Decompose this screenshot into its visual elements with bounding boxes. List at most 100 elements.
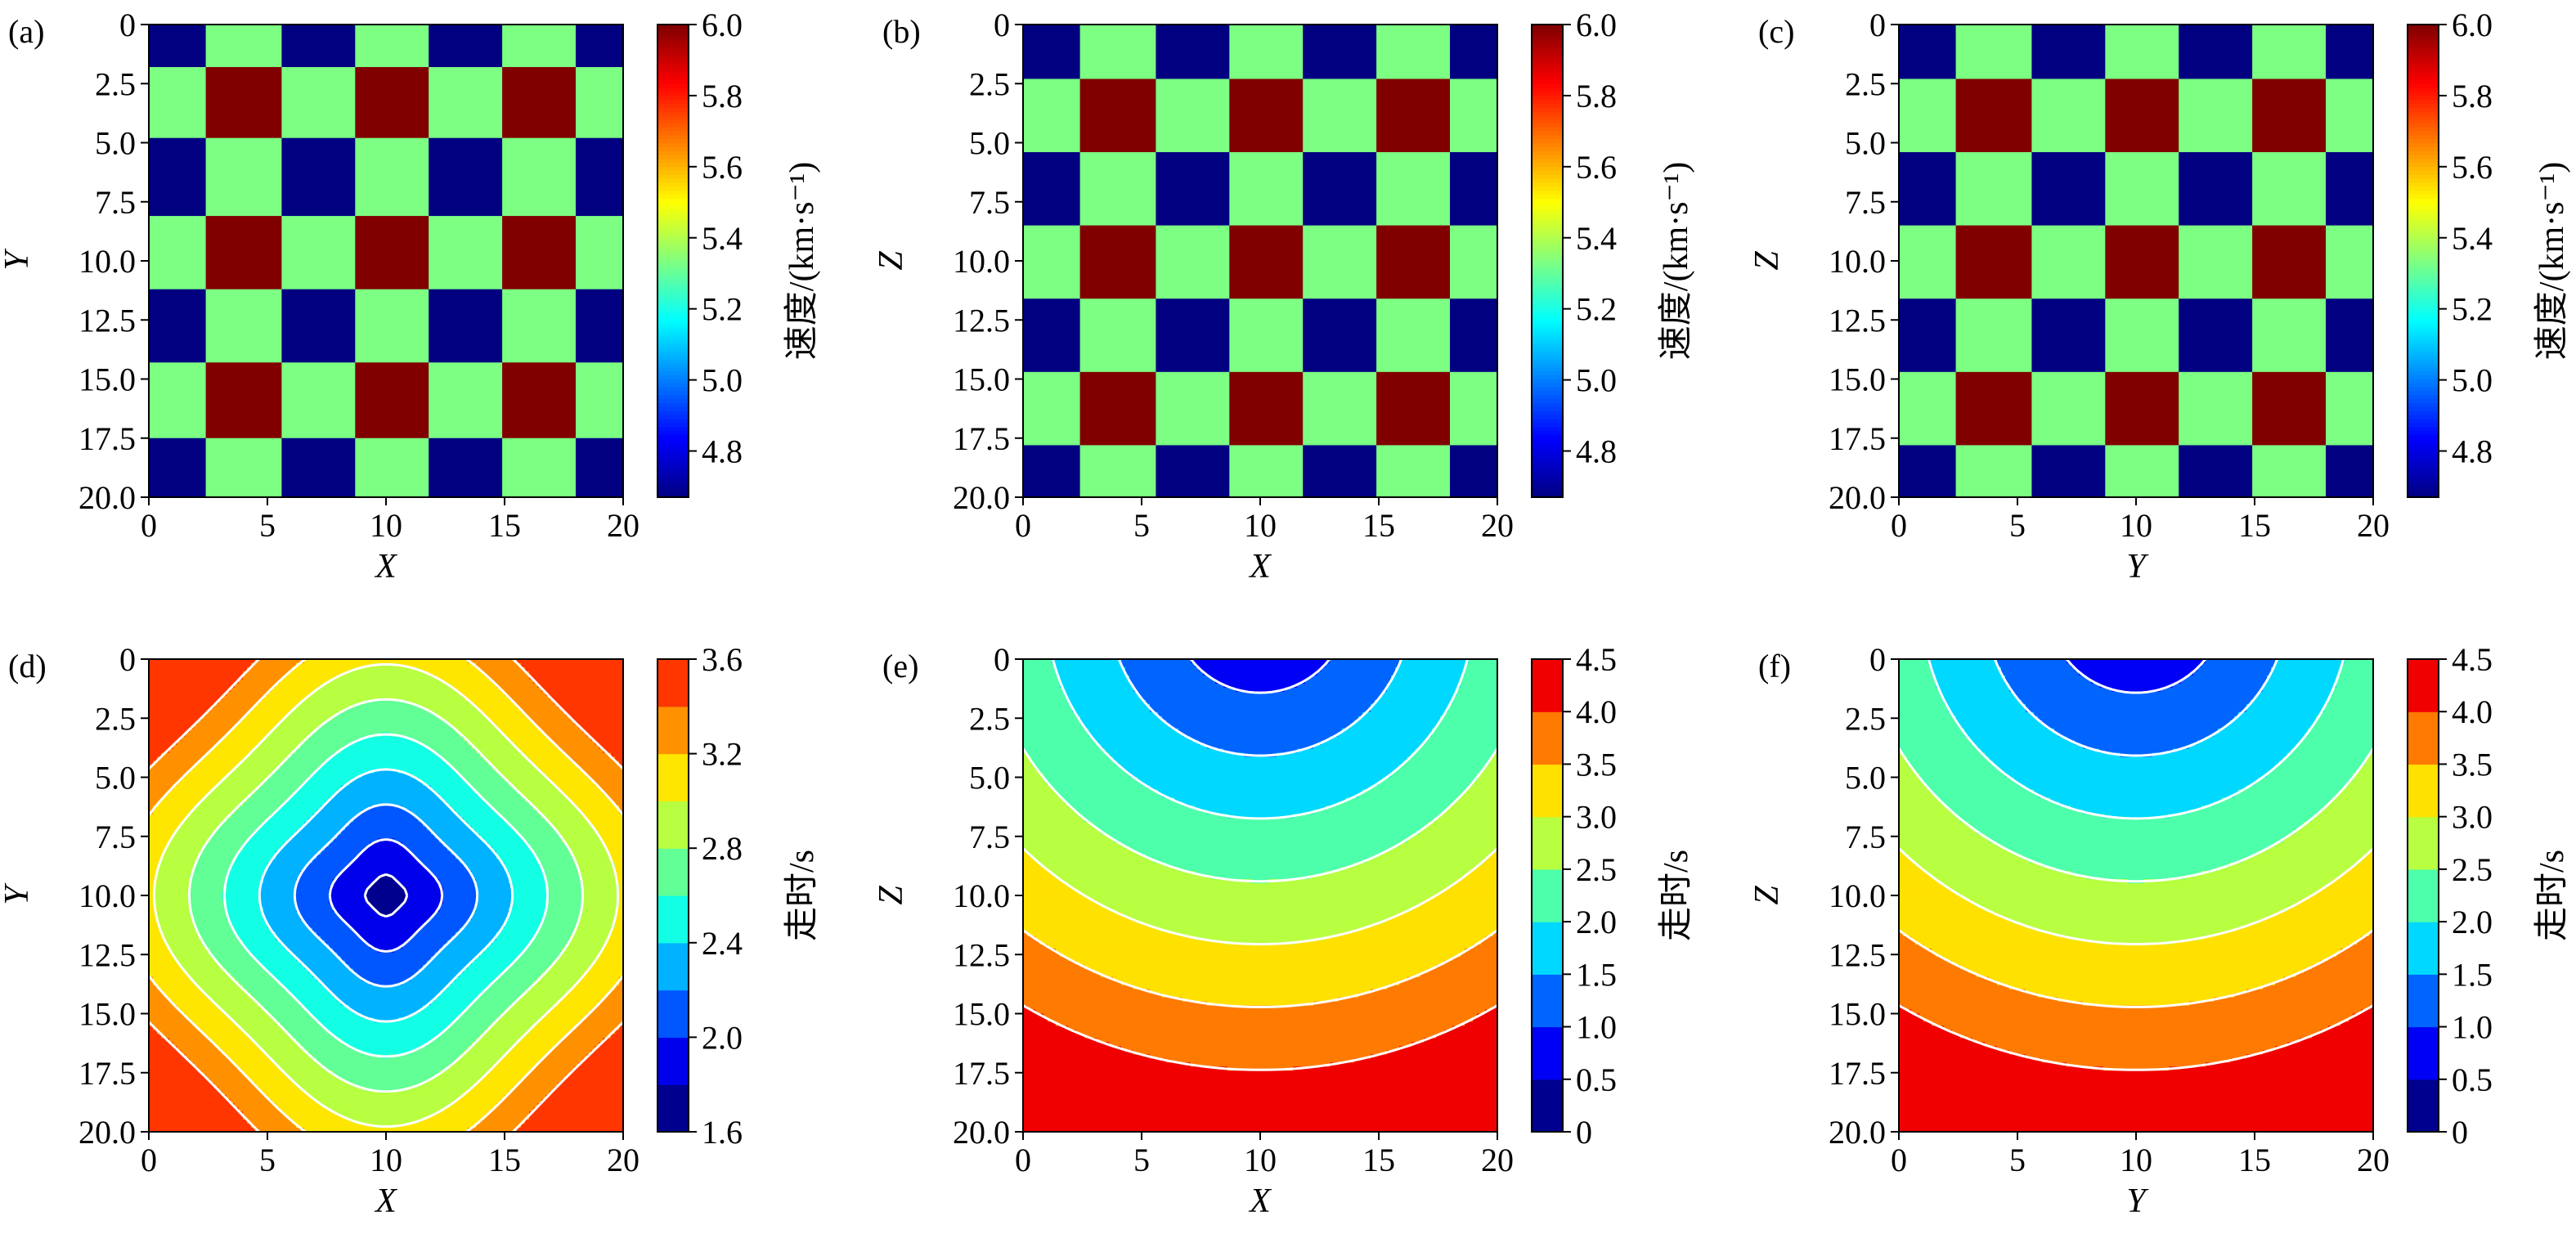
contour-fill-cell <box>177 1083 182 1088</box>
contour-fill-cell <box>210 680 215 684</box>
contour-fill-cell <box>182 1091 186 1096</box>
contour-fill-cell <box>194 729 199 734</box>
contour-fill-cell <box>214 725 219 729</box>
contour-fill-cell <box>161 969 166 974</box>
panel-b: 0 5 10 15 2002.55.07.510.012.515.017.520.0XZ… <box>873 7 1695 586</box>
contour-fill-cell <box>177 797 182 802</box>
contour-fill-cell <box>161 1017 166 1022</box>
contour-fill-cell <box>177 818 182 823</box>
contour-fill-cell <box>198 737 203 742</box>
contour-fill-cell <box>182 757 186 762</box>
contour-fill-cell <box>165 822 170 827</box>
contour-fill-cell <box>173 749 178 754</box>
colorbar-segment <box>657 339 689 343</box>
contour-fill-cell <box>194 793 199 798</box>
contour-fill-cell <box>214 920 219 925</box>
contour-fill-cell <box>173 708 178 713</box>
colorbar-segment <box>1532 343 1563 348</box>
contour-fill-cell <box>157 1062 162 1067</box>
contour-fill-cell <box>190 692 195 697</box>
contour-fill-cell <box>194 810 199 814</box>
panel-c: 0 5 10 15 2002.55.07.510.012.515.017.520.0YZ… <box>1748 7 2571 586</box>
contour-fill-cell <box>161 818 166 823</box>
contour-fill-cell <box>169 863 174 868</box>
contour-fill-cell <box>165 1002 170 1007</box>
contour-fill-cell <box>182 928 186 933</box>
colorbar-segment <box>657 300 689 304</box>
contour-fill-cell <box>210 916 215 921</box>
contour-fill-cell <box>210 1062 215 1067</box>
contour-fill-cell <box>165 1124 170 1129</box>
contour-fill-cell <box>202 1103 207 1108</box>
contour-fill-cell <box>206 989 211 994</box>
contour-fill-cell <box>157 936 162 941</box>
contour-fill-cell <box>173 765 178 770</box>
contour-fill-cell <box>153 1070 158 1075</box>
colorbar-segment <box>1532 159 1563 163</box>
contour-fill-cell <box>169 729 174 734</box>
contour-fill-cell <box>210 753 215 758</box>
contour-fill-cell <box>165 818 170 823</box>
colorbar-segment <box>657 304 689 308</box>
contour-fill-cell <box>173 1099 178 1104</box>
contour-fill-cell <box>157 696 162 701</box>
contour-fill-cell <box>206 940 211 945</box>
checker-cell <box>1376 372 1451 446</box>
contour-fill-cell <box>177 749 182 754</box>
contour-fill-cell <box>153 671 158 676</box>
contour-fill-cell <box>173 753 178 758</box>
contour-fill-cell <box>165 965 170 970</box>
contour-fill-cell <box>198 1034 203 1039</box>
checker-cell <box>1376 226 1451 299</box>
colorbar-segment <box>657 375 689 379</box>
y-axis-label: Z <box>873 251 910 271</box>
contour-fill-cell <box>165 708 170 713</box>
contour-fill-cell <box>161 1046 166 1051</box>
contour-fill-cell <box>198 778 203 783</box>
contour-fill-cell <box>157 1046 162 1051</box>
contour-fill-cell <box>198 675 203 680</box>
contour-fill-cell <box>169 757 174 762</box>
checker-cell <box>2252 79 2327 152</box>
contour-fill-cell <box>190 700 195 705</box>
y-tick-label: 7.5 <box>1845 184 1886 221</box>
contour-fill-cell <box>214 953 219 958</box>
contour-fill-cell <box>206 729 211 734</box>
colorbar-segment <box>657 293 689 297</box>
contour-fill-cell <box>194 1124 199 1129</box>
colorbar-segment <box>2408 304 2439 308</box>
contour-fill-cell <box>206 973 211 978</box>
contour-fill-cell <box>202 720 207 725</box>
colorbar-segment <box>2408 293 2439 297</box>
contour-fill-cell <box>173 1030 178 1034</box>
colorbar-segment <box>657 213 689 218</box>
checker-cell <box>1229 226 1304 299</box>
contour-fill-cell <box>186 797 191 802</box>
checker-cell <box>1080 25 1156 79</box>
contour-fill-cell <box>173 985 178 990</box>
contour-fill-cell <box>153 770 158 774</box>
contour-fill-cell <box>190 797 195 802</box>
contour-fill-cell <box>202 891 207 896</box>
contour-fill-cell <box>190 1066 195 1071</box>
colorbar-segment <box>2408 166 2439 170</box>
contour-fill-cell <box>177 680 182 684</box>
contour-fill-cell <box>190 1006 195 1011</box>
contour-fill-cell <box>173 1010 178 1015</box>
colorbar-segment <box>657 209 689 213</box>
checker-cell <box>1080 152 1156 226</box>
contour-fill-cell <box>214 716 219 721</box>
contour-fill-cell <box>210 1120 215 1124</box>
contour-fill-cell <box>202 1006 207 1011</box>
contour-fill-cell <box>157 940 162 945</box>
contour-fill-cell <box>202 749 207 754</box>
contour-fill-cell <box>169 994 174 998</box>
contour-fill-cell <box>202 1010 207 1015</box>
checker-cell <box>1303 79 1377 152</box>
colorbar-segment <box>657 289 689 293</box>
contour-fill-cell <box>190 961 195 966</box>
checker-cell <box>281 438 356 498</box>
colorbar-segment <box>1532 379 1563 384</box>
contour-fill-cell <box>190 842 195 847</box>
contour-fill-cell <box>153 936 158 941</box>
